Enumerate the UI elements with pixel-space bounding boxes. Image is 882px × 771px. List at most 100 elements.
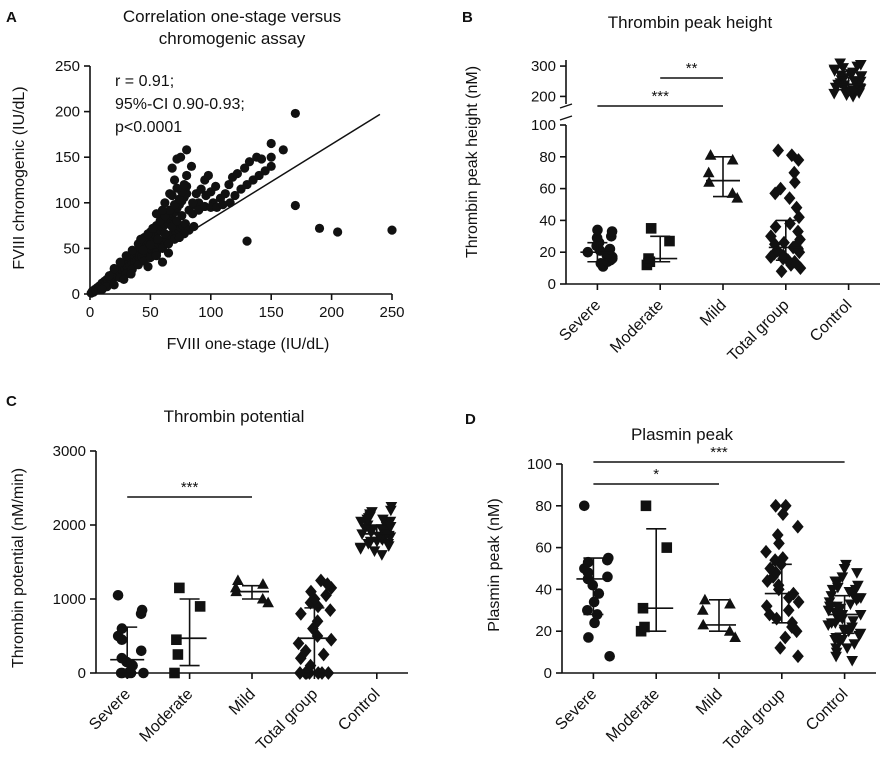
panel-b-y-tick-label: 200 [531, 88, 556, 105]
panel-c-letter: C [6, 393, 17, 410]
panel-a-point [224, 179, 234, 190]
panel-a-x-tick-label: 200 [319, 304, 344, 321]
panel-a-point [242, 236, 252, 246]
panel-d-point-total-group [779, 498, 792, 513]
panel-c-point-total-group [322, 666, 335, 680]
panel-c-y-tick-label: 1000 [53, 591, 86, 608]
panel-b-point-total-group [778, 235, 790, 250]
panel-b-point-control [846, 67, 859, 79]
panel-c-point-severe [138, 667, 149, 679]
panel-b-point-mild [704, 149, 717, 160]
panel-d-x-tick-label: Total group [721, 686, 789, 754]
panel-a-letter: A [6, 9, 17, 26]
panel-b-significance-label: *** [651, 88, 669, 105]
panel-a-point [172, 183, 182, 193]
panel-d-point-control [854, 628, 867, 640]
panel-d-letter: D [465, 411, 476, 428]
panel-c-point-mild [256, 592, 269, 604]
panel-a-point [225, 198, 235, 208]
panel-a-point [138, 245, 148, 255]
panel-d-point-control [847, 616, 860, 627]
panel-d-x-tick-label: Control [803, 686, 851, 734]
panel-c-point-moderate [172, 649, 184, 660]
panel-c-significance-label: *** [181, 479, 199, 496]
panel-a-point [278, 145, 288, 155]
panel-a-point [220, 189, 230, 199]
panel-a-point [119, 274, 129, 285]
panel-a-x-tick-label: 50 [142, 304, 159, 321]
panel-b: B Thrombin peak height Thrombin peak hei… [462, 9, 772, 258]
panel-a-point [232, 169, 242, 179]
panel-c-point-total-group [299, 643, 312, 658]
panel-d-point-control [855, 593, 867, 604]
panel-d-point-severe [604, 650, 615, 662]
panel-a-point [104, 271, 114, 281]
panel-d-point-total-group [760, 544, 772, 559]
panel-a-point [136, 234, 146, 244]
panel-b-point-severe [606, 226, 618, 237]
panel-d-point-control [840, 559, 852, 571]
panel-a-point [218, 200, 228, 210]
panel-c-point-control [354, 544, 367, 555]
panel-d-x-tick-label: Moderate [603, 686, 663, 746]
panel-b-x-tick-label: Total group [725, 297, 793, 365]
panel-b-point-total-group [792, 224, 804, 239]
panel-d-point-severe [582, 556, 594, 568]
panel-b-point-control [828, 88, 840, 100]
panel-d-point-control [826, 584, 839, 596]
panel-c-x-tick-label: Mild [226, 686, 259, 719]
panel-c-y-tick-label: 0 [78, 665, 86, 682]
panel-c-point-severe [116, 623, 128, 634]
panel-c-point-mild [229, 581, 242, 593]
panel-d-significance-label: * [653, 466, 659, 483]
panel-b-point-mild [726, 187, 739, 198]
panel-b-x-tick-label: Severe [556, 297, 604, 345]
panel-b-point-total-group [793, 210, 805, 225]
panel-d-title: Plasmin peak [631, 425, 734, 444]
panel-b-y-axis-title: Thrombin peak height (nM) [464, 66, 481, 258]
panel-a-point [387, 225, 397, 235]
panel-a-point [177, 210, 187, 221]
panel-a-point [169, 175, 180, 185]
panel-a-x-tick-label: 150 [259, 304, 284, 321]
panel-b-point-control [855, 71, 868, 82]
panel-a-point [127, 245, 137, 255]
panel-b-point-total-group [792, 153, 805, 167]
panel-d-point-control [851, 568, 863, 579]
panel-d-y-tick-label: 100 [527, 456, 552, 473]
panel-c-point-control [355, 516, 367, 528]
panel-d-y-tick-label: 40 [535, 581, 552, 598]
panel-c-y-tick-label: 3000 [53, 443, 86, 460]
panel-a-title-line-1: Correlation one-stage versus [123, 7, 341, 26]
panel-a-point [182, 145, 192, 155]
panel-a-point [143, 262, 153, 272]
panel-a-point [179, 179, 189, 190]
panel-d-y-axis-title: Plasmin peak (nM) [486, 498, 503, 631]
panel-a-point [189, 221, 199, 232]
panel-d-point-control [852, 580, 864, 592]
panel-d-point-control [830, 643, 842, 655]
panel-d-point-total-group [792, 649, 804, 664]
panel-c-point-total-group [295, 606, 307, 621]
panel-d-point-total-group [760, 599, 773, 614]
panel-b-point-total-group [785, 148, 798, 163]
panel-b-point-mild [702, 166, 715, 178]
panel-d-x-tick-label: Severe [552, 686, 600, 734]
panel-a-point [126, 269, 136, 279]
panel-b-point-total-group [769, 219, 782, 234]
panel-a-point [157, 257, 168, 267]
panel-a-point [174, 232, 184, 243]
panel-c-point-control [377, 514, 389, 526]
panel-d-point-mild [724, 597, 736, 609]
panel-c-point-total-group [317, 647, 330, 662]
panel-a-point [314, 223, 325, 233]
panel-c-x-tick-label: Severe [86, 686, 134, 734]
panel-d-point-control [836, 572, 849, 583]
panel-c-point-moderate [174, 582, 185, 594]
panel-c-point-total-group [325, 632, 338, 647]
panel-b-point-severe [591, 232, 603, 244]
panel-a-point [115, 257, 125, 267]
panel-d-point-moderate [639, 621, 650, 633]
panel-d-point-severe [582, 605, 593, 616]
panel-a-point [153, 234, 163, 244]
